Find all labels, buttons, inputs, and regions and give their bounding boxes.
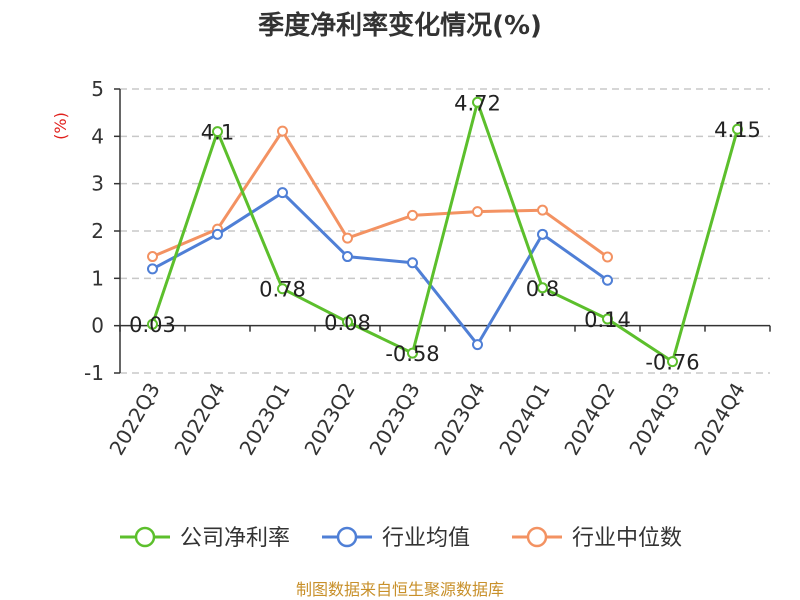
data-point — [342, 251, 353, 263]
x-tick-label: 2022Q3 — [104, 379, 164, 460]
y-tick-label: -1 — [84, 361, 104, 385]
x-tick-label: 2024Q4 — [689, 379, 749, 460]
data-point — [537, 204, 548, 216]
series-line — [151, 191, 609, 347]
x-tick-label: 2023Q3 — [364, 379, 424, 460]
x-tick-label: 2024Q3 — [624, 379, 684, 460]
x-tick-label: 2023Q4 — [429, 379, 489, 460]
source-note: 制图数据来自恒生聚源数据库 — [296, 580, 504, 599]
data-point — [472, 339, 483, 351]
y-tick-label: 2 — [91, 219, 104, 243]
x-tick-label: 2024Q2 — [559, 379, 619, 460]
legend-marker — [336, 526, 358, 548]
legend[interactable]: 公司净利率 行业均值 行业中位数 — [120, 526, 682, 551]
data-labels: 0.03 4.1 0.78 0.08 -0.58 4.72 0.8 0.14 -0.76 4.15 — [129, 91, 761, 374]
y-tick-label: 0 — [91, 314, 104, 338]
data-point — [537, 228, 548, 240]
y-axis-label: (%) — [51, 112, 70, 140]
legend-label: 公司净利率 — [180, 526, 290, 551]
data-label: 0.08 — [324, 311, 371, 335]
x-tick-label: 2023Q2 — [299, 379, 359, 460]
data-label: 4.15 — [714, 118, 761, 142]
legend-label: 行业中位数 — [572, 526, 682, 551]
x-tick-label: 2022Q4 — [169, 379, 229, 460]
y-tick-label: 5 — [91, 77, 104, 101]
x-tick-label: 2023Q1 — [234, 379, 294, 460]
data-label: 4.72 — [454, 91, 501, 115]
data-label: 0.8 — [526, 277, 559, 301]
series-company — [147, 96, 743, 368]
data-label: 4.1 — [201, 121, 234, 145]
data-point — [732, 123, 743, 135]
data-point — [407, 257, 418, 269]
data-label: 0.78 — [259, 278, 306, 302]
series-line — [151, 129, 609, 259]
data-label: -0.58 — [385, 342, 439, 366]
data-point — [277, 125, 288, 137]
data-point — [602, 274, 613, 286]
data-point — [342, 232, 353, 244]
legend-item-company[interactable]: 公司净利率 — [120, 526, 290, 551]
series-industry-median — [147, 125, 613, 263]
x-tick-label: 2024Q1 — [494, 379, 554, 460]
data-point — [212, 126, 223, 138]
data-point — [667, 356, 678, 368]
data-label: -0.76 — [645, 351, 699, 375]
series-line — [151, 100, 739, 364]
data-point — [147, 318, 158, 330]
y-tick-label: 1 — [91, 266, 104, 290]
data-point — [472, 96, 483, 108]
legend-item-industry-median[interactable]: 行业中位数 — [512, 526, 682, 551]
data-label: 0.14 — [584, 308, 631, 332]
chart-title: 季度净利率变化情况(%) — [258, 10, 542, 41]
series — [147, 96, 743, 368]
data-point — [277, 187, 288, 199]
data-point — [147, 263, 158, 275]
legend-marker — [526, 526, 548, 548]
legend-item-industry-avg[interactable]: 行业均值 — [322, 526, 470, 551]
data-point — [277, 283, 288, 295]
y-tick-label: 4 — [91, 124, 104, 148]
data-point — [537, 282, 548, 294]
data-point — [212, 228, 223, 240]
data-point — [147, 251, 158, 263]
data-point — [407, 209, 418, 221]
data-label: 0.03 — [129, 313, 176, 337]
data-point — [602, 313, 613, 325]
legend-marker — [134, 526, 156, 548]
y-tick-label: 3 — [91, 172, 104, 196]
data-point — [472, 206, 483, 218]
data-point — [407, 347, 418, 359]
data-point — [342, 316, 353, 328]
legend-label: 行业均值 — [382, 526, 470, 551]
data-point — [602, 251, 613, 263]
